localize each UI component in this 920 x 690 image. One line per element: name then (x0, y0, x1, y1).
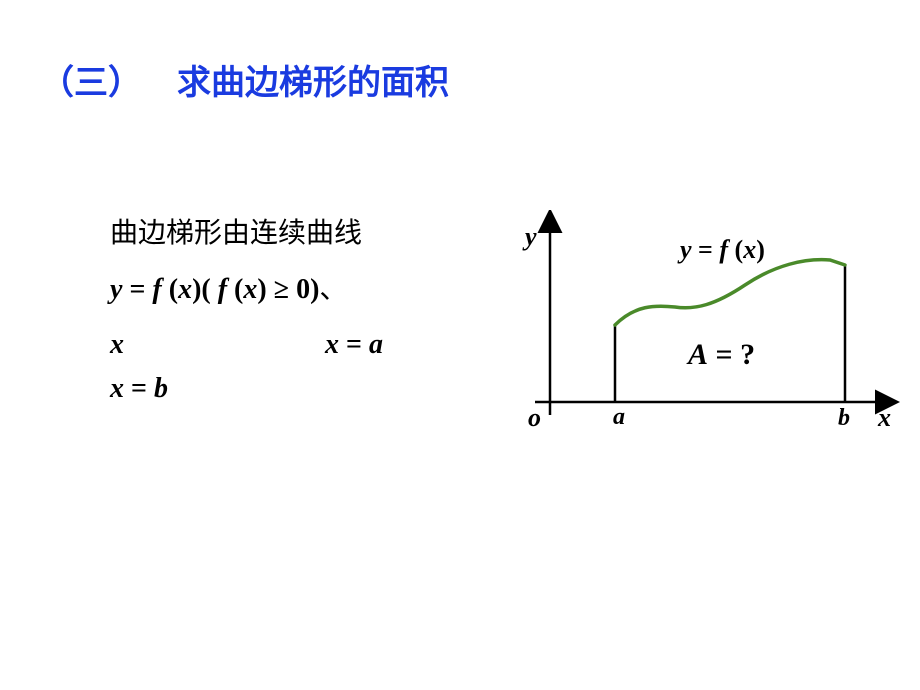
body-math2b: x = a (325, 321, 383, 369)
title-part-number: （三） (40, 65, 142, 102)
body-text: 曲边梯形由连续曲线 y = f (x)( f (x) ≥ 0)、 x x = a… (110, 210, 510, 413)
x-axis-label: x (878, 403, 891, 433)
integral-diagram: y x o y = f (x) a b A = ? (520, 210, 910, 440)
title-text: 求曲边梯形的面积 (177, 65, 449, 102)
tick-b: b (838, 405, 850, 432)
area-label: A = ? (688, 338, 755, 372)
section-title: （三） 求曲边梯形的面积 (40, 55, 449, 104)
curve-label: y = f (x) (680, 235, 765, 265)
body-math1: y = f (x)( f (x) ≥ 0)、 (110, 274, 347, 305)
y-axis-label: y (525, 222, 537, 252)
tick-a: a (613, 404, 625, 431)
slide: （三） 求曲边梯形的面积 曲边梯形由连续曲线 y = f (x)( f (x) … (0, 0, 920, 690)
origin-label: o (528, 403, 541, 433)
body-line1: 曲边梯形由连续曲线 (110, 210, 510, 258)
body-math3: x = b (110, 373, 168, 404)
curve-path (615, 260, 845, 325)
body-math2a: x (110, 321, 124, 369)
